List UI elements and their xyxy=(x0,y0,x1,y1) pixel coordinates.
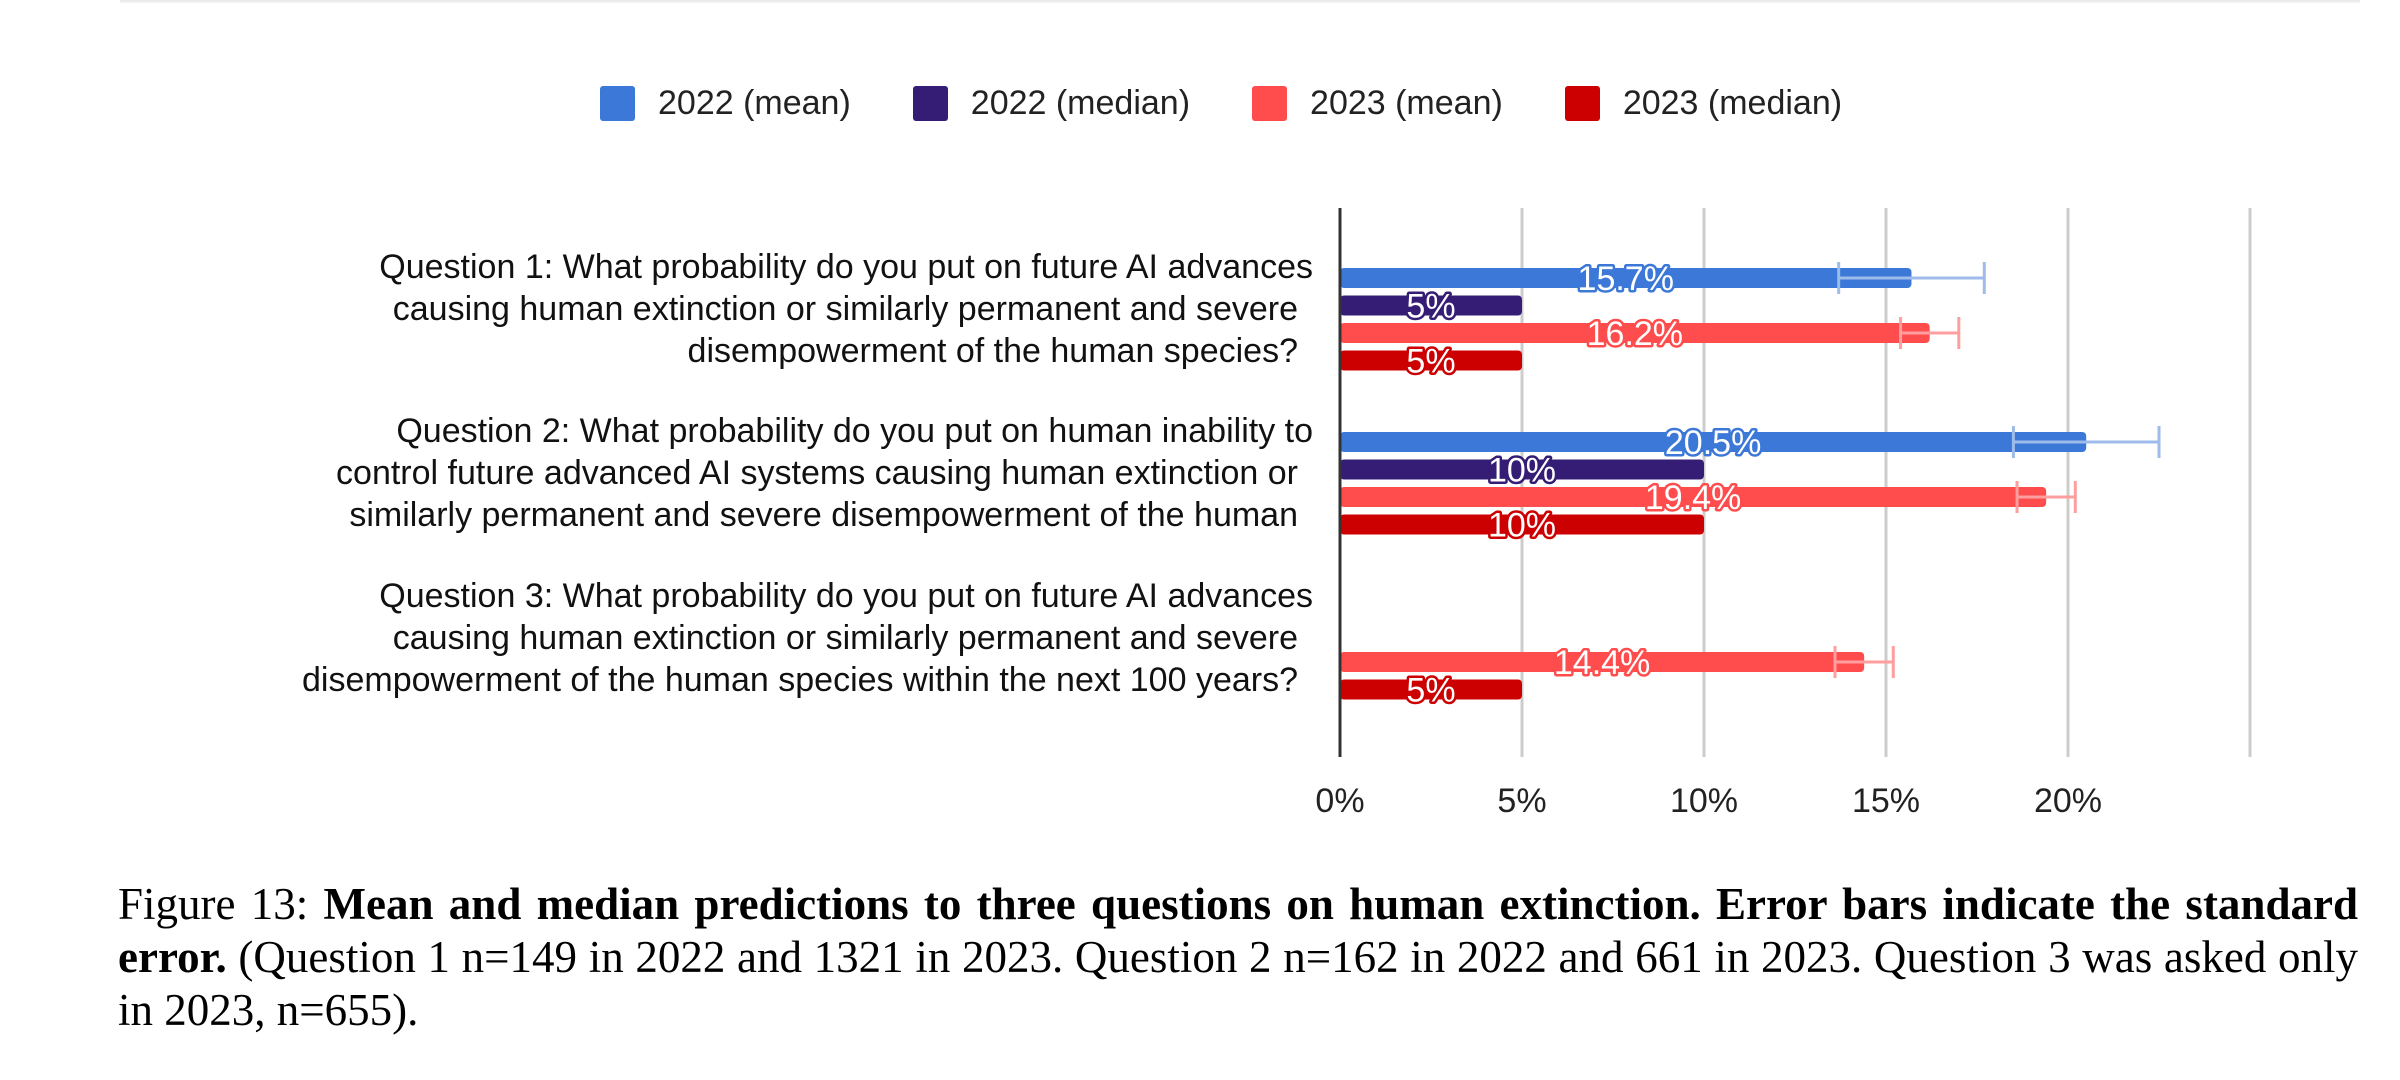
category-label: causing human extinction or similarly pe… xyxy=(393,619,1298,657)
legend-item-2022-median: 2022 (median) xyxy=(912,84,1191,123)
caption-body-text: (Question 1 n=149 in 2022 and 1321 in 20… xyxy=(118,932,2358,1035)
caption-bold-text: Mean and median predictions to three que… xyxy=(118,879,2358,982)
data-label: 10% xyxy=(1488,452,1556,490)
data-label: 20.5% xyxy=(1665,424,1761,462)
bar xyxy=(1340,487,2047,507)
category-label: Question 3: What probability do you put … xyxy=(379,577,1313,615)
data-label: 14.4% xyxy=(1554,644,1650,682)
bar xyxy=(1340,514,1704,535)
legend-label-2023-mean: 2023 (mean) xyxy=(1310,84,1503,122)
category-label: causing human extinction or similarly pe… xyxy=(393,290,1298,328)
x-tick-label: 15% xyxy=(1852,782,1920,820)
bar xyxy=(1340,323,1930,343)
category-label: disempowerment of the human species? xyxy=(688,332,1298,370)
category-label: similarly permanent and severe disempowe… xyxy=(349,496,1298,534)
page-top-rule xyxy=(120,0,2360,3)
legend-swatch-2022-mean xyxy=(600,86,635,121)
legend-item-2023-median: 2023 (median) xyxy=(1564,84,1843,123)
legend-item-2023-mean: 2023 (mean) xyxy=(1252,84,1503,123)
data-label: 5% xyxy=(1406,288,1455,326)
category-label: control future advanced AI systems causi… xyxy=(336,454,1298,492)
legend-label-2023-median: 2023 (median) xyxy=(1622,84,1843,122)
data-label: 15.7% xyxy=(1578,260,1674,298)
x-tick-label: 5% xyxy=(1497,782,1546,820)
x-tick-label: 0% xyxy=(1315,782,1364,820)
bar xyxy=(1340,295,1522,316)
legend-swatch-2022-median xyxy=(912,86,948,121)
x-tick-label: 20% xyxy=(2034,782,2102,820)
bar xyxy=(1340,652,1865,672)
bar xyxy=(1340,432,2087,452)
category-label: Question 2: What probability do you put … xyxy=(396,412,1313,450)
category-label: disempowerment of the human species with… xyxy=(302,661,1298,699)
data-label: 19.4% xyxy=(1645,479,1741,517)
legend-item-2022-mean: 2022 (mean) xyxy=(600,84,851,123)
figure-caption: Figure 13: Mean and median predictions t… xyxy=(118,878,2358,1037)
bar xyxy=(1340,268,1912,288)
caption-prefix: Figure 13: xyxy=(118,879,324,929)
legend-label-2022-median: 2022 (median) xyxy=(970,84,1191,122)
legend-swatch-2023-median xyxy=(1564,86,1600,121)
data-label: 5% xyxy=(1406,672,1455,710)
chart-legend: 2022 (mean) 2022 (median) 2023 (mean) 20… xyxy=(600,84,1904,123)
legend-label-2022-mean: 2022 (mean) xyxy=(658,84,851,122)
x-tick-label: 10% xyxy=(1670,782,1738,820)
data-label: 10% xyxy=(1488,507,1556,545)
bar xyxy=(1340,459,1704,480)
bar-chart: 0% 5% 10% 15% 20% Question 1: What probabilit… xyxy=(302,208,2252,820)
data-label: 5% xyxy=(1406,343,1455,381)
legend-swatch-2023-mean xyxy=(1252,86,1288,121)
category-label: Question 1: What probability do you put … xyxy=(379,248,1313,286)
data-label: 16.2% xyxy=(1587,315,1683,353)
bar xyxy=(1340,679,1522,700)
bar xyxy=(1340,350,1522,371)
